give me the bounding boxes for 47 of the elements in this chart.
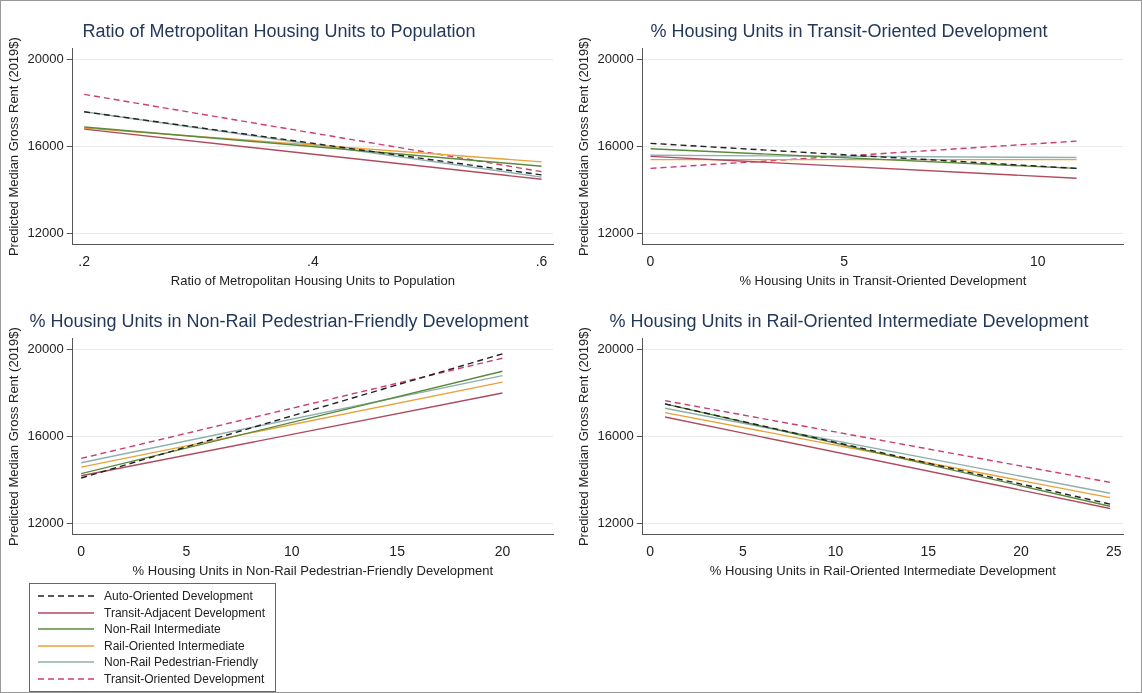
x-tick-label: .6 [535,252,548,269]
x-tick-label: 0 [646,542,655,559]
x-tick-label: 5 [840,252,849,269]
legend-label: Rail-Oriented Intermediate [104,638,245,653]
legend-label: Auto-Oriented Development [104,589,253,604]
legend-label: Transit-Oriented Development [104,671,265,686]
x-tick-label: 25 [1105,542,1122,559]
x-tick-label: .2 [78,252,91,269]
x-tick-label: 15 [389,542,406,559]
legend-label: Non-Rail Pedestrian-Friendly [104,655,259,670]
x-tick-label: 0 [646,252,655,269]
y-axis-title: Predicted Median Gross Rent (2019$) [576,327,592,547]
chart-title: % Housing Units in Non-Rail Pedestrian-Friendly Development [29,310,529,331]
x-tick-label: 0 [77,542,86,559]
x-tick-label: 10 [284,542,300,559]
x-axis-title: % Housing Units in Transit-Oriented Development [739,272,1027,288]
chart-title: % Housing Units in Transit-Oriented Development [650,20,1048,41]
y-tick-label: 16000 [597,138,634,154]
y-tick-label: 16000 [27,428,64,444]
chart-title: Ratio of Metropolitan Housing Units to Population [82,20,476,41]
y-axis-title: Predicted Median Gross Rent (2019$) [576,37,592,257]
x-axis-title: % Housing Units in Non-Rail Pedestrian-Friendly Development [132,562,494,578]
chart-title: % Housing Units in Rail-Oriented Intermediate Development [609,310,1089,331]
y-tick-label: 12000 [27,225,64,241]
x-tick-label: 15 [920,542,937,559]
y-tick-label: 12000 [597,225,634,241]
y-axis-title: Predicted Median Gross Rent (2019$) [6,327,22,547]
x-tick-label: 5 [182,542,191,559]
legend-label: Non-Rail Intermediate [104,622,221,637]
x-axis-title: % Housing Units in Rail-Oriented Intermediate Development [709,562,1057,578]
x-tick-label: .4 [307,252,319,269]
y-tick-label: 20000 [597,341,634,357]
x-tick-label: 10 [827,542,844,559]
y-tick-label: 12000 [597,515,634,531]
x-tick-label: 20 [494,542,511,559]
x-tick-label: 20 [1013,542,1030,559]
y-tick-label: 20000 [597,51,634,67]
x-axis-title: Ratio of Metropolitan Housing Units to Population [170,272,455,288]
y-tick-label: 20000 [27,341,64,357]
y-tick-label: 20000 [27,51,64,67]
y-axis-title: Predicted Median Gross Rent (2019$) [6,37,22,257]
legend-label: Transit-Adjacent Development [104,605,265,620]
y-tick-label: 16000 [597,428,634,444]
x-tick-label: 10 [1030,252,1046,269]
y-tick-label: 16000 [27,138,64,154]
y-tick-label: 12000 [27,515,64,531]
x-tick-label: 5 [738,542,747,559]
